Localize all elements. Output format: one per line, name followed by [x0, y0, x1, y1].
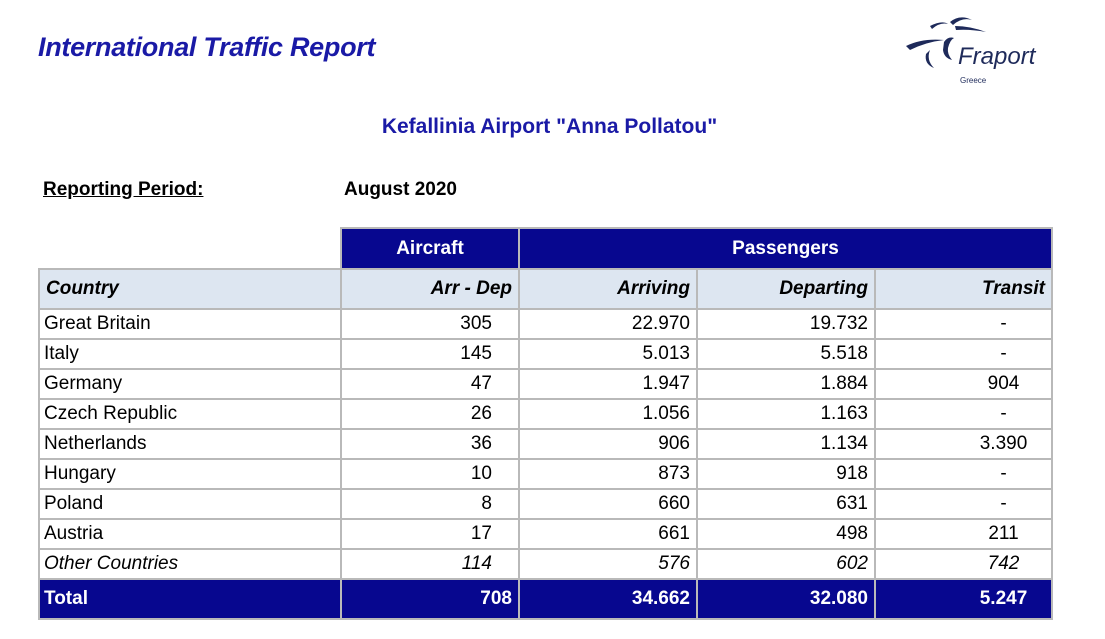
table-row: Italy 145 5.013 5.518 - — [38, 338, 1053, 370]
header-arr-dep: Arr - Dep — [340, 268, 520, 310]
cell-departing: 1.134 — [696, 428, 876, 460]
cell-arriving: 1.947 — [518, 368, 698, 400]
fraport-logo: Fraport Greece — [900, 8, 1050, 88]
cell-transit: 904 — [874, 368, 1053, 400]
cell-transit: - — [874, 308, 1053, 340]
cell-arr-dep: 8 — [340, 488, 520, 520]
cell-arriving: 661 — [518, 518, 698, 550]
table-row-other: Other Countries 114 576 602 742 — [38, 548, 1053, 580]
group-header-blank — [39, 228, 341, 269]
cell-total-arriving: 34.662 — [518, 578, 698, 620]
cell-arriving: 22.970 — [518, 308, 698, 340]
column-header-row: Country Arr - Dep Arriving Departing Tra… — [38, 268, 1053, 310]
table-row: Great Britain 305 22.970 19.732 - — [38, 308, 1053, 340]
group-header-passengers: Passengers — [518, 227, 1053, 270]
cell-arr-dep: 305 — [340, 308, 520, 340]
cell-total-departing: 32.080 — [696, 578, 876, 620]
cell-country: Hungary — [38, 458, 342, 490]
cell-country: Italy — [38, 338, 342, 370]
cell-arr-dep: 26 — [340, 398, 520, 430]
cell-country: Netherlands — [38, 428, 342, 460]
report-title: International Traffic Report — [38, 32, 376, 62]
cell-transit: - — [874, 398, 1053, 430]
cell-transit: 211 — [874, 518, 1053, 550]
cell-total-arr-dep: 708 — [340, 578, 520, 620]
table-row: Poland 8 660 631 - — [38, 488, 1053, 520]
cell-arr-dep: 10 — [340, 458, 520, 490]
cell-transit: - — [874, 458, 1053, 490]
cell-arr-dep: 17 — [340, 518, 520, 550]
fraport-logo-icon: Fraport Greece — [906, 17, 1037, 85]
cell-arr-dep: 36 — [340, 428, 520, 460]
cell-departing: 602 — [696, 548, 876, 580]
cell-arr-dep: 47 — [340, 368, 520, 400]
cell-departing: 498 — [696, 518, 876, 550]
cell-country: Germany — [38, 368, 342, 400]
svg-text:Greece: Greece — [960, 76, 987, 85]
cell-arriving: 576 — [518, 548, 698, 580]
traffic-table: Aircraft Passengers Country Arr - Dep Ar… — [38, 227, 1053, 620]
cell-arriving: 873 — [518, 458, 698, 490]
cell-arriving: 1.056 — [518, 398, 698, 430]
header-country: Country — [38, 268, 342, 310]
cell-country: Czech Republic — [38, 398, 342, 430]
cell-departing: 19.732 — [696, 308, 876, 340]
cell-transit: 742 — [874, 548, 1053, 580]
header-departing: Departing — [696, 268, 876, 310]
group-header-row: Aircraft Passengers — [39, 227, 1053, 270]
cell-country: Other Countries — [38, 548, 342, 580]
cell-arriving: 5.013 — [518, 338, 698, 370]
cell-total-transit: 5.247 — [874, 578, 1053, 620]
cell-country: Great Britain — [38, 308, 342, 340]
cell-departing: 918 — [696, 458, 876, 490]
table-row: Hungary 10 873 918 - — [38, 458, 1053, 490]
group-header-aircraft: Aircraft — [340, 227, 520, 270]
cell-country: Austria — [38, 518, 342, 550]
cell-arriving: 906 — [518, 428, 698, 460]
table-row-total: Total 708 34.662 32.080 5.247 — [38, 578, 1053, 620]
cell-transit: - — [874, 338, 1053, 370]
header-transit: Transit — [874, 268, 1053, 310]
table-row: Austria 17 661 498 211 — [38, 518, 1053, 550]
cell-departing: 631 — [696, 488, 876, 520]
table-row: Czech Republic 26 1.056 1.163 - — [38, 398, 1053, 430]
cell-departing: 1.884 — [696, 368, 876, 400]
cell-country: Poland — [38, 488, 342, 520]
cell-arr-dep: 114 — [340, 548, 520, 580]
reporting-period-value: August 2020 — [344, 179, 457, 200]
table-row: Netherlands 36 906 1.134 3.390 — [38, 428, 1053, 460]
reporting-period-label: Reporting Period: — [43, 179, 204, 200]
cell-transit: 3.390 — [874, 428, 1053, 460]
cell-arriving: 660 — [518, 488, 698, 520]
cell-arr-dep: 145 — [340, 338, 520, 370]
cell-departing: 1.163 — [696, 398, 876, 430]
header-arriving: Arriving — [518, 268, 698, 310]
airport-title: Kefallinia Airport "Anna Pollatou" — [381, 115, 718, 138]
cell-transit: - — [874, 488, 1053, 520]
svg-text:Fraport: Fraport — [958, 43, 1037, 70]
cell-departing: 5.518 — [696, 338, 876, 370]
table-row: Germany 47 1.947 1.884 904 — [38, 368, 1053, 400]
cell-total-label: Total — [38, 578, 342, 620]
